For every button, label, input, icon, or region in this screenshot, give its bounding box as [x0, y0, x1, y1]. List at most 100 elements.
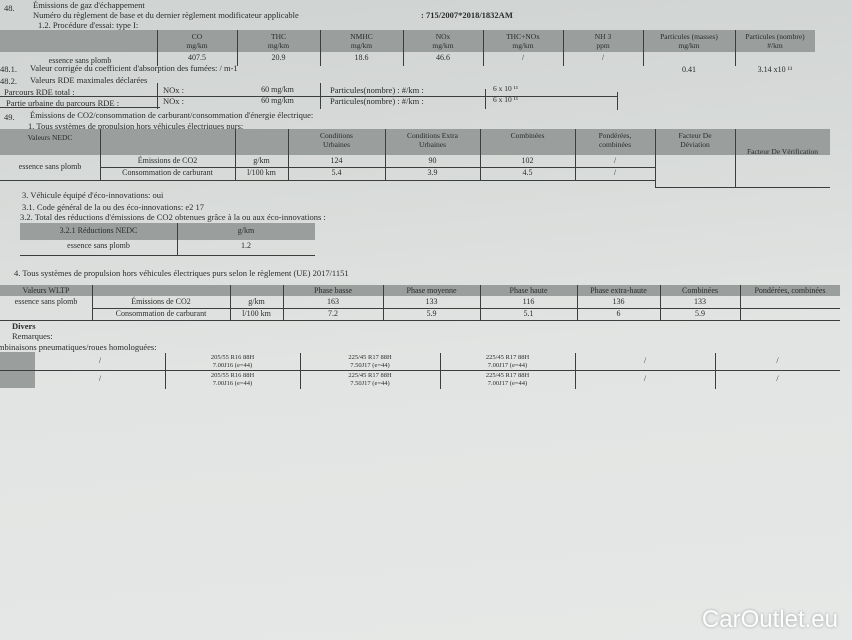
column-header: Combinées [510, 131, 545, 140]
table-rule [100, 167, 655, 168]
divers-title: Divers [12, 321, 36, 331]
cell-value: 20.9 [271, 53, 286, 62]
table-rule [485, 89, 486, 109]
eco-line: 3.1. Code général de la ou des éco-innov… [22, 202, 204, 212]
column-header: Valeurs NEDC [27, 133, 73, 142]
rim-size: 7.00J16 (e=44) [212, 380, 253, 387]
column-header: Facteur De Déviation [678, 131, 712, 149]
cell-value: 133 [425, 297, 438, 306]
reduction-header-band [20, 223, 315, 240]
table-rule [735, 30, 736, 66]
table-rule [165, 353, 166, 389]
table-rule [383, 285, 384, 320]
tire-value: / [643, 356, 647, 365]
cell-value: 4.5 [522, 168, 533, 177]
table-rule [235, 129, 236, 180]
table-rule [643, 30, 644, 66]
section-text: Valeur corrigée du coefficient d'absorpt… [30, 63, 238, 73]
table-rule [483, 30, 484, 66]
section-subtitle: 4. Tous systèmes de propulsion hors véhi… [14, 268, 349, 278]
tire-value: / [776, 356, 779, 365]
cell-value: Consommation de carburant [115, 309, 207, 318]
cell-value: g/km [253, 156, 270, 165]
cell-value: 136 [612, 297, 625, 306]
nox-value: 60 mg/km [261, 85, 294, 94]
cell-value: 407.5 [188, 53, 206, 62]
table-rule [577, 285, 578, 320]
cell-value: 6 [616, 309, 621, 318]
tire-value: / [776, 374, 779, 383]
cell-value: 163 [327, 297, 339, 306]
column-header: 3.2.1 Réductions NEDC [59, 226, 138, 235]
section-number: 49. [4, 112, 15, 122]
particles-label: Particules(nombre) : #/km : [330, 96, 424, 106]
rde-row-label: Parcours RDE total : [4, 87, 75, 97]
tire-size: 205/55 R16 88H [210, 372, 255, 379]
cell-value: 5.4 [331, 168, 342, 177]
nox-label: NOx : [163, 85, 185, 95]
table-rule [740, 285, 741, 320]
table-rule [403, 30, 404, 66]
cell-value: 116 [522, 297, 535, 306]
column-header: CO mg/km [186, 32, 208, 50]
table-rule [575, 129, 576, 180]
table-rule [20, 255, 315, 256]
table-rule [283, 285, 284, 320]
tire-value: / [643, 374, 647, 383]
column-header: Particules (masses) mg/km [660, 32, 718, 50]
cell-value: 5.9 [695, 309, 705, 318]
table-rule [92, 308, 840, 309]
column-header: Facteur De Vérification [746, 147, 819, 156]
column-header: THC+NOx mg/km [506, 32, 540, 50]
cell-value: l/100 km [242, 309, 271, 318]
column-header: Combinées [682, 286, 718, 295]
column-header: Valeurs WLTP [22, 286, 70, 295]
column-header: Phase moyenne [406, 286, 457, 295]
table-rule [0, 107, 160, 108]
cell-value: 46.6 [436, 53, 450, 62]
cell-value: / [601, 53, 605, 62]
column-header: NMHC mg/km [350, 32, 373, 50]
table-rule [385, 129, 386, 180]
rim-size: 7.50J17 (e=44) [350, 380, 390, 387]
watermark-logo: CarOutlet.eu [701, 606, 838, 633]
column-header: Pondérées, combinées [754, 286, 826, 295]
particles-label: Particules(nombre) : #/km : [330, 85, 424, 95]
table-rule [480, 285, 481, 320]
tire-value: / [98, 374, 102, 383]
table-rule [563, 30, 564, 66]
section-text: Valeurs RDE maximales déclarées [30, 75, 148, 85]
cell-value: / [521, 53, 525, 62]
column-header: Phase basse [314, 286, 352, 295]
table-rule [0, 96, 617, 97]
column-header: Conditions Extra Urbaines [406, 131, 459, 149]
emissions-header-band [0, 30, 815, 52]
column-header: g/km [237, 226, 255, 235]
column-header: NH 3 ppm [594, 32, 612, 50]
table-rule [0, 180, 655, 181]
cell-value: 90 [428, 156, 437, 165]
table-rule [480, 129, 481, 180]
table-rule [0, 370, 840, 371]
table-rule [0, 320, 840, 321]
cell-value: 102 [521, 156, 534, 165]
regulation-value: : 715/2007*2018/1832AM [421, 10, 513, 20]
cell-value: Émissions de CO2 [137, 156, 198, 165]
nedc-header-band [0, 129, 830, 155]
cell-value: 7.2 [328, 309, 338, 318]
section-number: 48. [4, 3, 15, 13]
cell-value: 3.9 [427, 168, 438, 177]
tire-size: 205/55 R16 88H [210, 354, 255, 361]
cell-value: 1.2 [241, 241, 251, 250]
column-header: Pondérées, combinées [598, 131, 632, 149]
table-rule [660, 285, 661, 320]
section-title: Émissions de CO2/consommation de carbura… [30, 110, 314, 120]
rim-size: 7.50J17 (e=44) [350, 362, 390, 369]
wltp-header-band [0, 285, 840, 296]
eco-line: 3. Véhicule équipé d'éco-innovations: ou… [22, 190, 164, 200]
table-rule [617, 92, 618, 110]
table-rule [100, 129, 101, 180]
tire-size: 225/45 R17 88H [348, 354, 392, 361]
eco-line: 3.2. Total des réductions d'émissions de… [20, 212, 326, 222]
section-number: 48.1. [0, 64, 17, 74]
